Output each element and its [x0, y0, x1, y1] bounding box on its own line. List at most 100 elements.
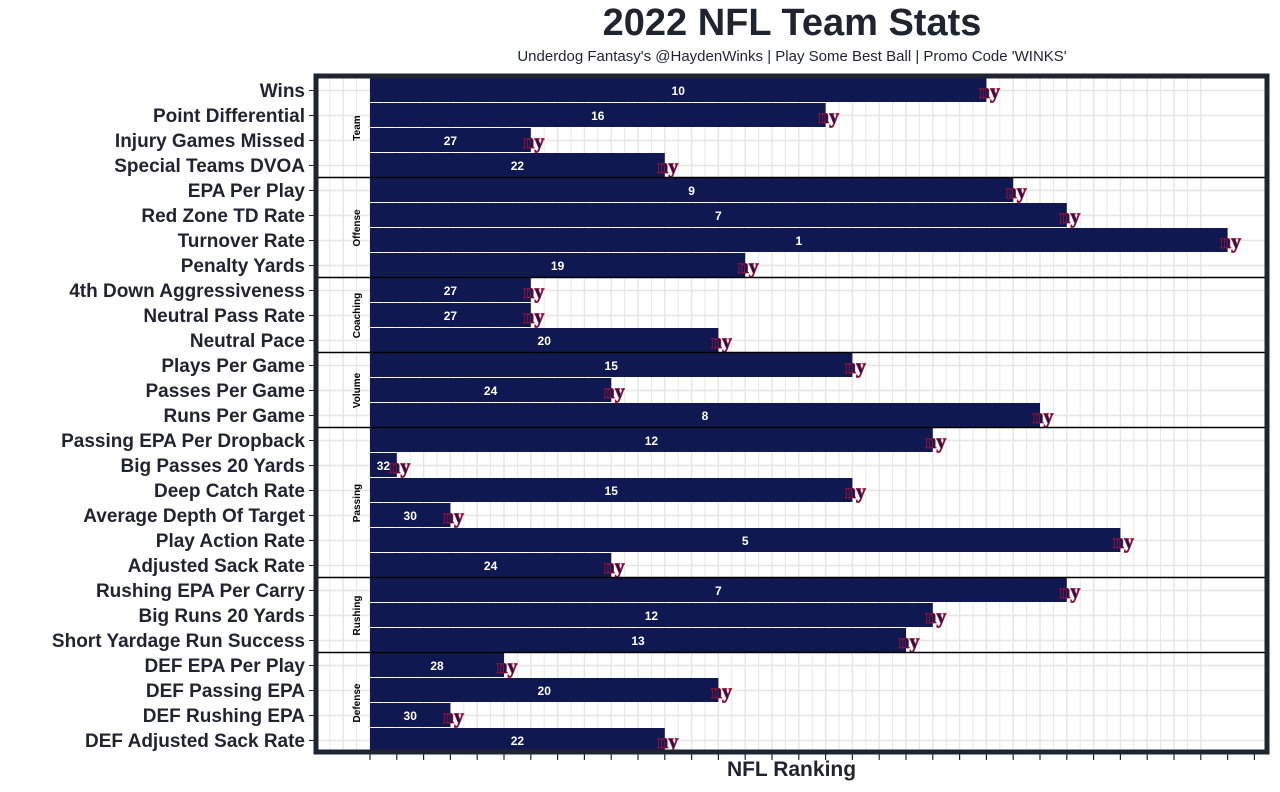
group-label: Team	[352, 115, 363, 140]
team-logo-icon: ny	[523, 131, 544, 153]
bar-value-label: 22	[511, 734, 525, 748]
team-logo-icon: ny	[845, 481, 866, 503]
bar	[370, 728, 665, 752]
y-tick-label: Neutral Pass Rate	[143, 306, 305, 327]
group-label: Coaching	[352, 293, 363, 339]
team-logo-icon: ny	[657, 731, 678, 753]
team-logo-icon: ny	[979, 81, 1000, 103]
bar	[370, 253, 746, 277]
y-tick-label: Point Differential	[153, 106, 305, 127]
y-tick-label: Short Yardage Run Success	[52, 631, 305, 652]
bar	[370, 478, 853, 502]
y-tick-label: Turnover Rate	[178, 231, 305, 252]
bar-value-label: 22	[511, 159, 525, 173]
bar	[370, 328, 719, 352]
bar	[370, 578, 1067, 602]
bar	[370, 178, 1014, 202]
y-tick-label: Average Depth Of Target	[83, 506, 305, 527]
team-logo-icon: ny	[1006, 181, 1027, 203]
bar	[370, 453, 397, 477]
team-logo-icon: ny	[1220, 231, 1241, 253]
team-logo-icon: ny	[711, 681, 732, 703]
bar	[370, 528, 1121, 552]
y-tick-label: Play Action Rate	[156, 531, 305, 552]
bar	[370, 628, 906, 652]
bar	[370, 653, 504, 677]
y-tick-label: Passes Per Game	[145, 381, 305, 402]
bar	[370, 78, 987, 102]
bar-value-label: 7	[715, 584, 722, 598]
y-tick-label: Rushing EPA Per Carry	[96, 581, 305, 602]
bar-value-label: 32	[377, 459, 391, 473]
group-label: Volume	[352, 372, 363, 408]
bar-value-label: 12	[645, 434, 659, 448]
y-tick-label: Plays Per Game	[161, 356, 305, 377]
bar-value-label: 24	[484, 559, 498, 573]
team-logo-icon: ny	[1113, 531, 1134, 553]
y-tick-label: 4th Down Aggressiveness	[69, 281, 305, 302]
team-logo-icon: ny	[1059, 206, 1080, 228]
y-tick-label: Special Teams DVOA	[114, 156, 305, 177]
team-logo-icon: ny	[711, 331, 732, 353]
team-logo-icon: ny	[1032, 406, 1053, 428]
team-logo-icon: ny	[738, 256, 759, 278]
bar	[370, 153, 665, 177]
bar	[370, 303, 531, 327]
chart-subtitle: Underdog Fantasy's @HaydenWinks | Play S…	[517, 48, 1067, 65]
bar	[370, 278, 531, 302]
team-logo-icon: ny	[925, 431, 946, 453]
y-tick-label: Big Runs 20 Yards	[139, 606, 306, 627]
plot-frame	[313, 73, 1270, 755]
team-logo-icon: ny	[389, 456, 410, 478]
y-tick-label: Wins	[260, 81, 305, 102]
y-tick-label: DEF Rushing EPA	[143, 706, 305, 727]
bar-value-label: 9	[688, 184, 695, 198]
bar	[370, 103, 826, 127]
y-tick-label: Deep Catch Rate	[154, 481, 305, 502]
bar	[370, 678, 719, 702]
bar-value-label: 16	[591, 109, 605, 123]
y-tick-label: Penalty Yards	[181, 256, 305, 277]
team-logo-icon: ny	[604, 556, 625, 578]
bar-value-label: 12	[645, 609, 659, 623]
bar-value-label: 5	[742, 534, 749, 548]
team-logo-icon: ny	[443, 506, 464, 528]
bar-value-label: 30	[404, 509, 418, 523]
bar	[370, 428, 933, 452]
bar-value-label: 8	[702, 409, 709, 423]
y-tick-label: Adjusted Sack Rate	[128, 556, 305, 577]
bar-value-label: 20	[538, 684, 552, 698]
team-logo-icon: ny	[496, 656, 517, 678]
y-tick-label: Red Zone TD Rate	[141, 206, 305, 227]
bar	[370, 228, 1228, 252]
bar	[370, 703, 451, 727]
bar-value-label: 27	[444, 309, 458, 323]
group-label: Defense	[352, 683, 363, 722]
bar-value-label: 13	[631, 634, 645, 648]
bar-value-label: 1	[795, 234, 802, 248]
y-tick-label: Neutral Pace	[190, 331, 305, 352]
bar	[370, 353, 853, 377]
bar	[370, 553, 612, 577]
team-logo-icon: ny	[818, 106, 839, 128]
bar-value-label: 15	[605, 359, 619, 373]
group-label: Offense	[352, 209, 363, 247]
bar-value-label: 20	[538, 334, 552, 348]
team-logo-icon: ny	[523, 281, 544, 303]
team-logo-icon: ny	[604, 381, 625, 403]
bar-value-label: 27	[444, 134, 458, 148]
bar-value-label: 28	[430, 659, 444, 673]
y-tick-label: Big Passes 20 Yards	[121, 456, 306, 477]
y-tick-label: Passing EPA Per Dropback	[61, 431, 305, 452]
bar-value-label: 7	[715, 209, 722, 223]
group-label: Rushing	[352, 596, 363, 636]
chart-title: 2022 NFL Team Stats	[602, 2, 982, 44]
bar	[370, 378, 612, 402]
bar-value-label: 30	[404, 709, 418, 723]
team-logo-icon: ny	[443, 706, 464, 728]
group-label: Passing	[352, 484, 363, 522]
team-logo-icon: ny	[925, 606, 946, 628]
bar	[370, 503, 451, 527]
team-logo-icon: ny	[657, 156, 678, 178]
